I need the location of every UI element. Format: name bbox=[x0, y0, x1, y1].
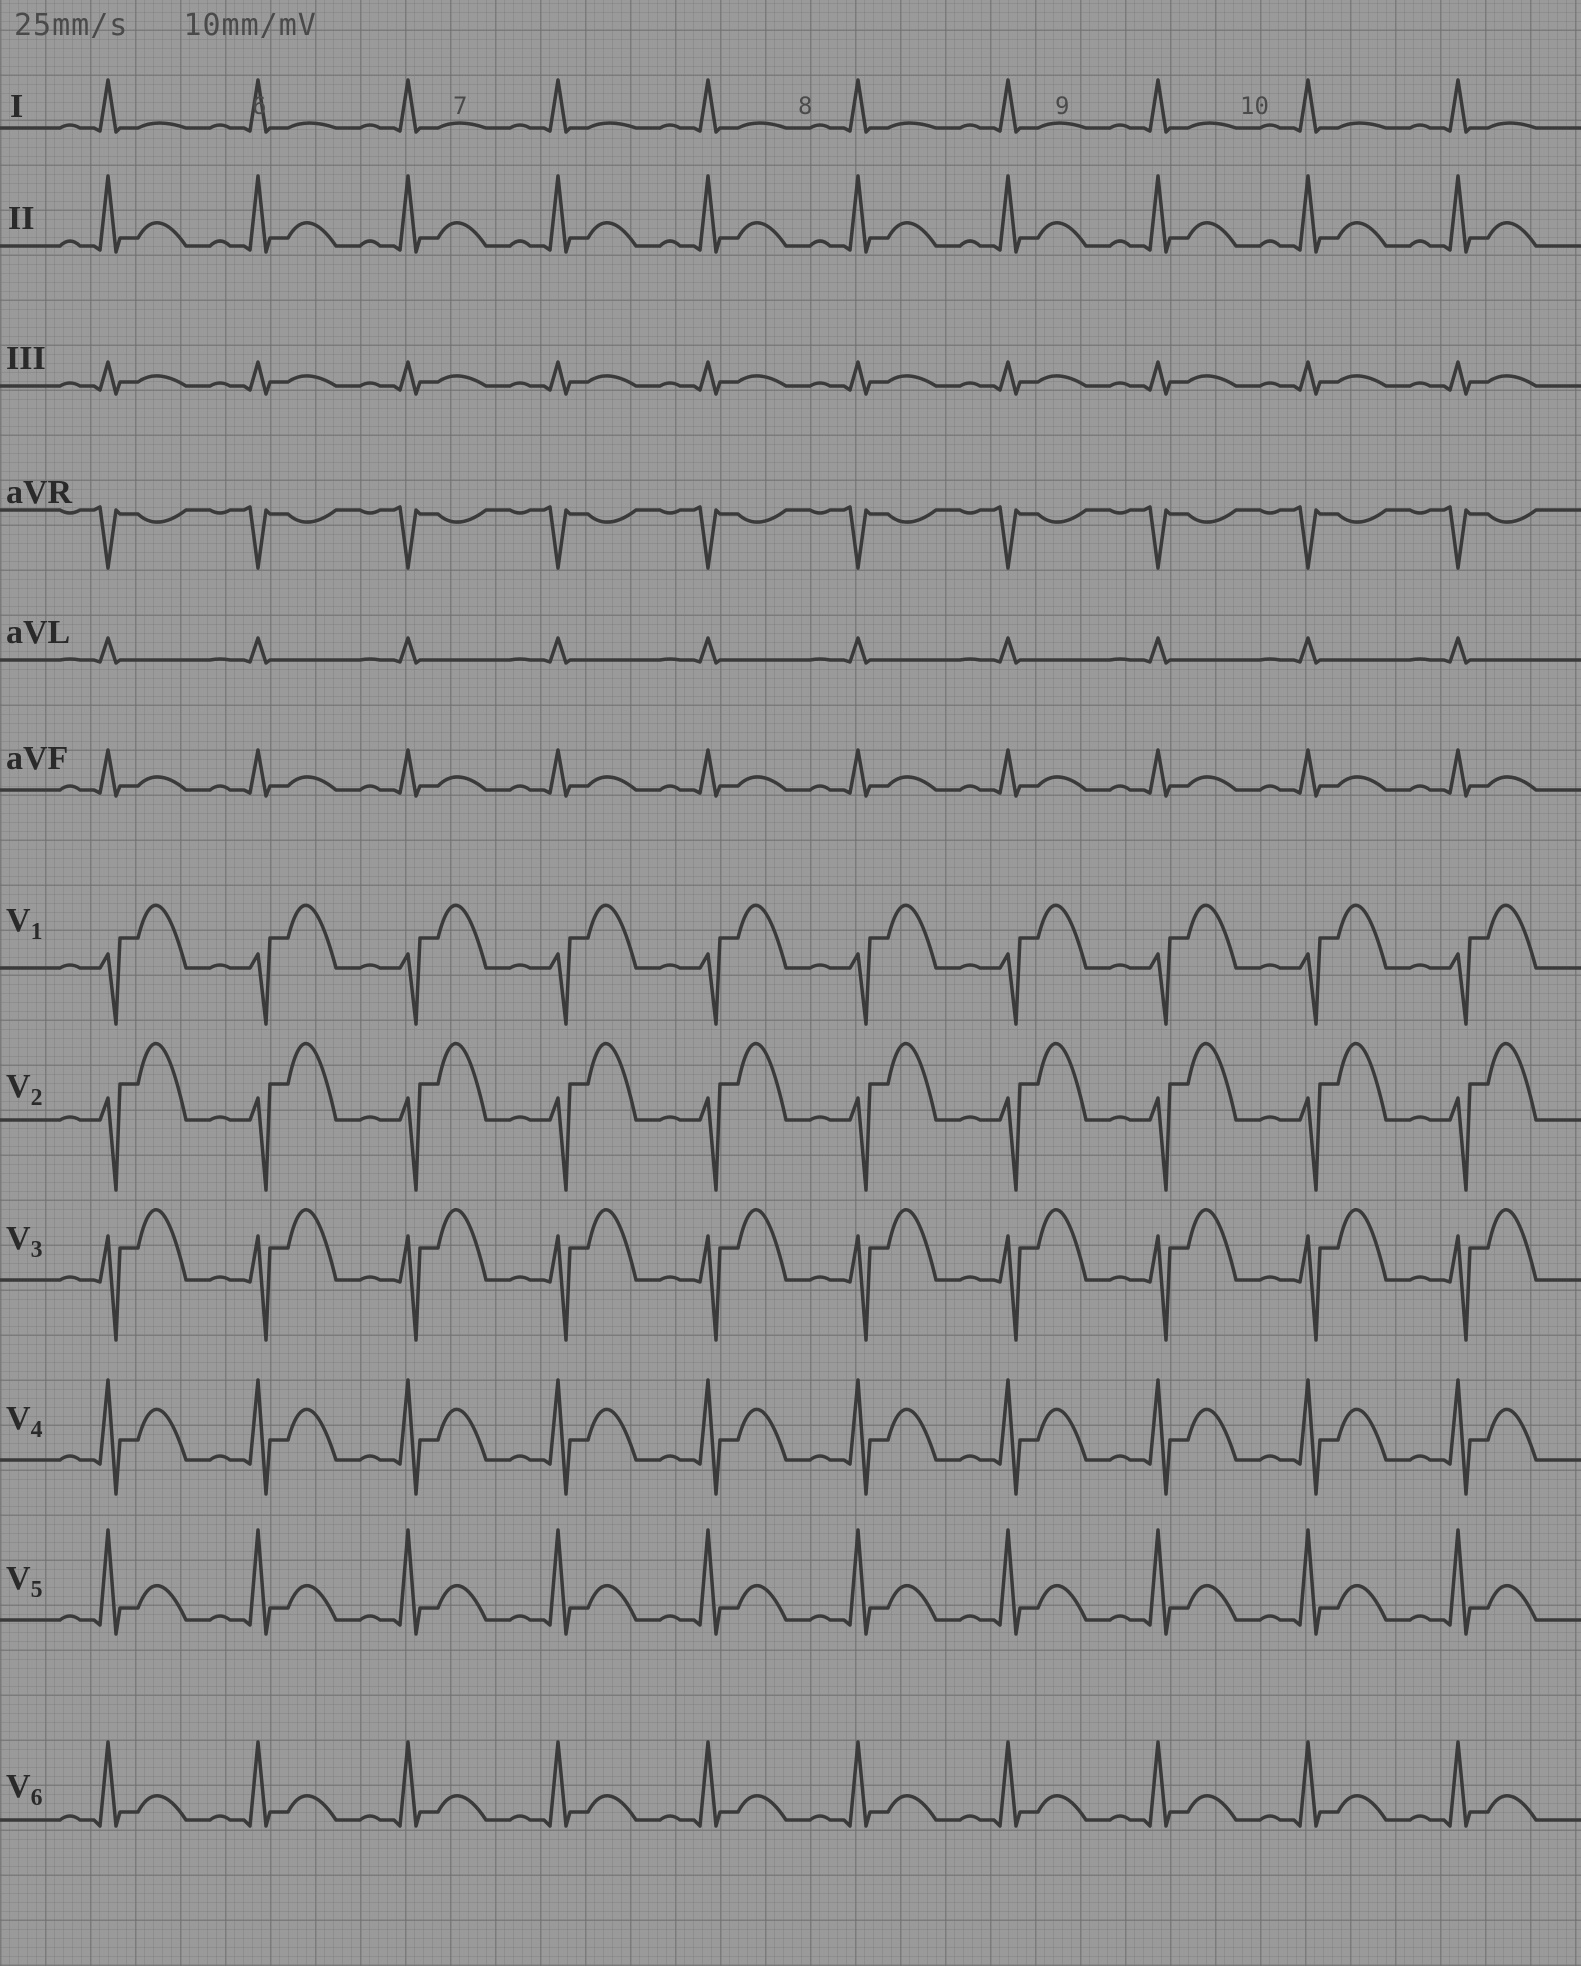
lead-label-V3: V3 bbox=[6, 1220, 42, 1264]
lead-trace-V6 bbox=[0, 1700, 1581, 1940]
lead-label-V6: V6 bbox=[6, 1768, 42, 1812]
lead-label-V2: V2 bbox=[6, 1068, 42, 1112]
lead-label-V5: V5 bbox=[6, 1560, 42, 1604]
second-marker: 6 bbox=[252, 92, 266, 120]
second-markers: 6 7 8 9 10 bbox=[0, 92, 1581, 122]
lead-label-aVR: aVR bbox=[6, 474, 72, 512]
lead-label-II: II bbox=[8, 200, 34, 238]
lead-label-V1: V1 bbox=[6, 902, 42, 946]
lead-label-I: I bbox=[10, 88, 23, 126]
second-marker: 8 bbox=[798, 92, 812, 120]
second-marker: 10 bbox=[1240, 92, 1269, 120]
lead-label-III: III bbox=[6, 340, 46, 378]
lead-label-V4: V4 bbox=[6, 1400, 42, 1444]
lead-label-aVL: aVL bbox=[6, 614, 70, 652]
second-marker: 9 bbox=[1055, 92, 1069, 120]
ecg-chart: 25mm/s 10mm/mV 678910 IIIIIIaVRaVLaVFV1V… bbox=[0, 0, 1581, 1966]
second-marker: 7 bbox=[453, 92, 467, 120]
lead-label-aVF: aVF bbox=[6, 740, 68, 778]
